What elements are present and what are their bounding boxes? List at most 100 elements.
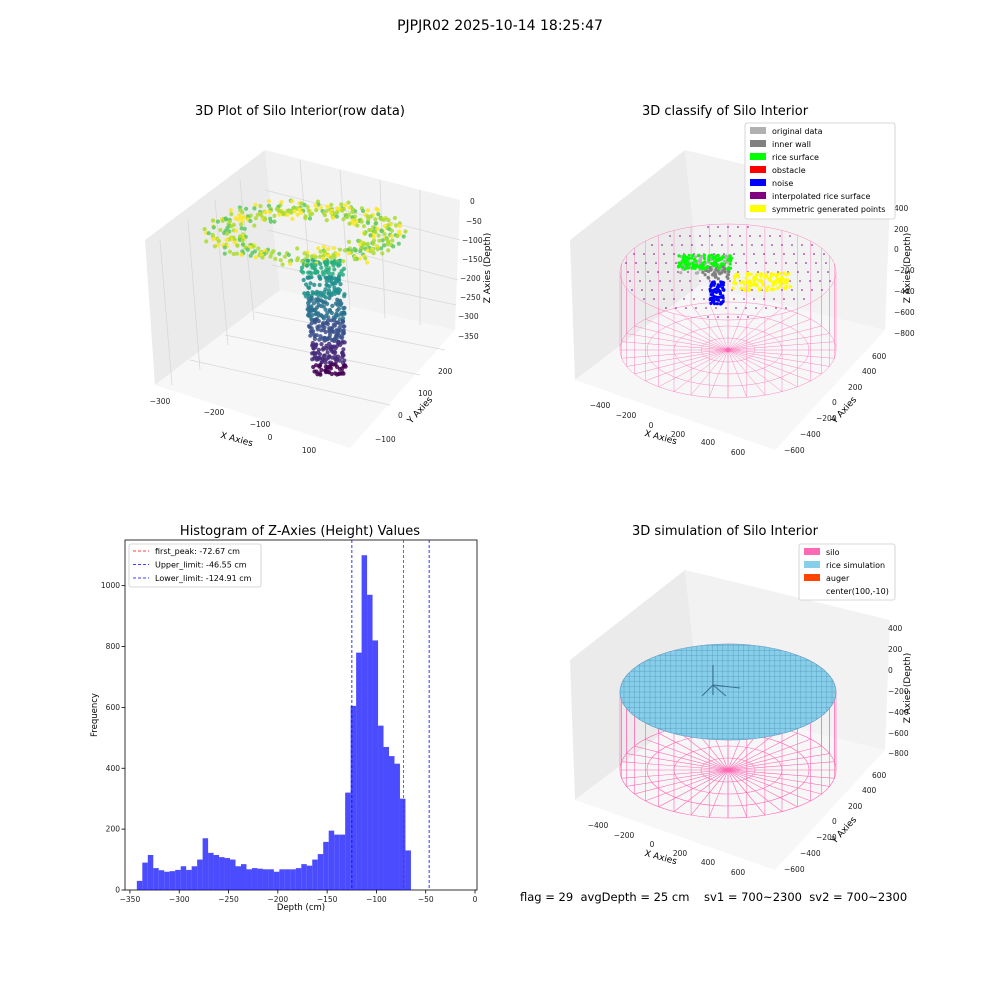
plot2-interp-point xyxy=(829,280,831,282)
plot2-rice-surface-point xyxy=(691,253,695,258)
plot2-symmetric-point xyxy=(759,274,763,278)
plot3-bar xyxy=(268,869,274,890)
plot1-point xyxy=(305,253,310,258)
plot2-interp-point xyxy=(825,262,827,264)
plot2-interp-point xyxy=(797,271,799,273)
plot1-point xyxy=(380,251,385,256)
plot2-interp-point xyxy=(727,316,729,318)
plot2-3d-classify: −400 −200 0 200 400 600 −600 −400 −200 0… xyxy=(570,122,915,457)
plot2-interp-point xyxy=(645,262,647,264)
plot3-bar xyxy=(328,830,335,890)
plot1-y-tick: 200 xyxy=(438,367,453,376)
plot2-interp-point xyxy=(811,244,813,246)
plot1-point xyxy=(361,243,366,248)
plot1-point xyxy=(245,247,250,252)
plot1-point xyxy=(260,255,265,260)
plot1-point xyxy=(253,216,258,221)
plot2-interp-point xyxy=(643,298,645,300)
plot2-inner-wall-point xyxy=(706,275,710,280)
plot1-point xyxy=(316,292,321,298)
plot1-points xyxy=(202,198,408,377)
plot1-point xyxy=(373,217,378,222)
plot1-point xyxy=(368,214,373,219)
plot2-interp-point xyxy=(777,271,779,273)
plot4-silo-floor-spoke xyxy=(658,732,729,771)
plot4-silo-floor-spoke xyxy=(727,769,798,808)
plot2-interp-point xyxy=(629,280,631,282)
plot2-symmetric-point xyxy=(773,282,777,286)
plot2-inner-wall-point xyxy=(703,273,707,277)
plot2-symmetric-point xyxy=(747,288,751,292)
plot1-point xyxy=(318,276,323,281)
plot1-point xyxy=(386,218,391,223)
plot2-interp-point xyxy=(651,289,653,291)
plot1-point xyxy=(256,246,261,251)
plot2-legend-label: interpolated rice surface xyxy=(772,192,870,201)
plot2-rice-surface-point xyxy=(677,254,681,258)
plot1-point xyxy=(339,269,344,274)
plot3-bar xyxy=(257,868,263,890)
plot2-symmetric-point xyxy=(784,278,788,282)
figure-title: PJPJR02 2025-10-14 18:25:47 xyxy=(397,18,603,34)
plot1-point xyxy=(346,251,351,256)
plot2-interp-point xyxy=(627,271,629,273)
plot3-title: Histogram of Z-Axies (Height) Values xyxy=(179,524,421,539)
plot2-legend-label: original data xyxy=(772,127,823,136)
plot3-bar xyxy=(361,555,368,890)
plot2-inner-wall-point xyxy=(716,277,720,281)
plot2-rice-surface-point xyxy=(720,262,724,266)
plot3-bar xyxy=(158,870,165,890)
plot4-z-tick: −200 xyxy=(888,687,909,696)
plot2-interp-point xyxy=(793,253,795,255)
plot1-point xyxy=(288,261,293,266)
plot1-point xyxy=(330,271,335,276)
plot4-legend-label: center(100,-10) xyxy=(826,587,889,596)
plot2-interp-point xyxy=(747,226,749,228)
plot2-interp-point xyxy=(657,271,659,273)
plot2-interp-point xyxy=(755,262,757,264)
plot3-bar xyxy=(186,869,192,890)
plot2-z-tick: 200 xyxy=(894,225,909,234)
plot1-point xyxy=(321,272,326,277)
plot1-point xyxy=(309,317,314,322)
plot3-bar xyxy=(317,854,324,890)
plot1-point xyxy=(325,301,330,306)
plot2-silo-floor-spoke xyxy=(645,318,729,351)
plot3-x-tick-label: −250 xyxy=(218,895,239,904)
plot2-inner-wall-point xyxy=(709,268,713,272)
plot2-interp-point xyxy=(681,289,683,291)
plot1-point xyxy=(401,234,406,239)
plot2-interp-point xyxy=(755,307,757,309)
plot1-point xyxy=(330,215,336,220)
plot2-silo-floor-spoke xyxy=(708,302,729,351)
plot1-point xyxy=(232,240,237,245)
plot3-bar xyxy=(372,640,379,890)
plot2-interp-point xyxy=(767,271,769,273)
plot4-y-tick: −600 xyxy=(784,865,805,874)
plot2-noise-point xyxy=(714,290,718,294)
plot2-noise-point xyxy=(708,289,713,293)
plot2-x-tick: −400 xyxy=(590,401,611,410)
plot2-interp-point xyxy=(745,262,747,264)
plot1-point xyxy=(308,212,313,217)
plot2-noise-point xyxy=(709,292,713,297)
plot2-silo-floor-spoke xyxy=(727,349,811,382)
plot1-point xyxy=(382,243,387,248)
plot4-y-tick: 200 xyxy=(848,802,863,811)
plot1-point xyxy=(240,242,246,247)
plot1-point xyxy=(290,216,295,221)
plot2-rice-surface-point xyxy=(716,253,720,257)
plot2-interp-point xyxy=(737,316,739,318)
plot2-rice-surface-point xyxy=(728,254,732,258)
plot1-panes xyxy=(145,150,460,448)
plot2-symmetric-point xyxy=(780,275,784,279)
plot3-bar xyxy=(136,880,143,890)
plot1-point xyxy=(224,217,229,222)
plot3-bar xyxy=(251,868,258,890)
plot1-point xyxy=(346,239,352,244)
plot2-interp-point xyxy=(723,253,725,255)
plot3-x-tick-label: −100 xyxy=(366,895,387,904)
plot2-silo-floor-spoke xyxy=(727,349,822,375)
plot1-point xyxy=(353,248,358,253)
plot3-histogram: −350 −300 −250 −200 −150 −100 −50 0 0 200 400 600 8… xyxy=(90,539,478,913)
